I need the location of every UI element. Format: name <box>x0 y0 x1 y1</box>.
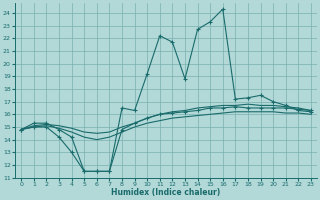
X-axis label: Humidex (Indice chaleur): Humidex (Indice chaleur) <box>111 188 221 197</box>
